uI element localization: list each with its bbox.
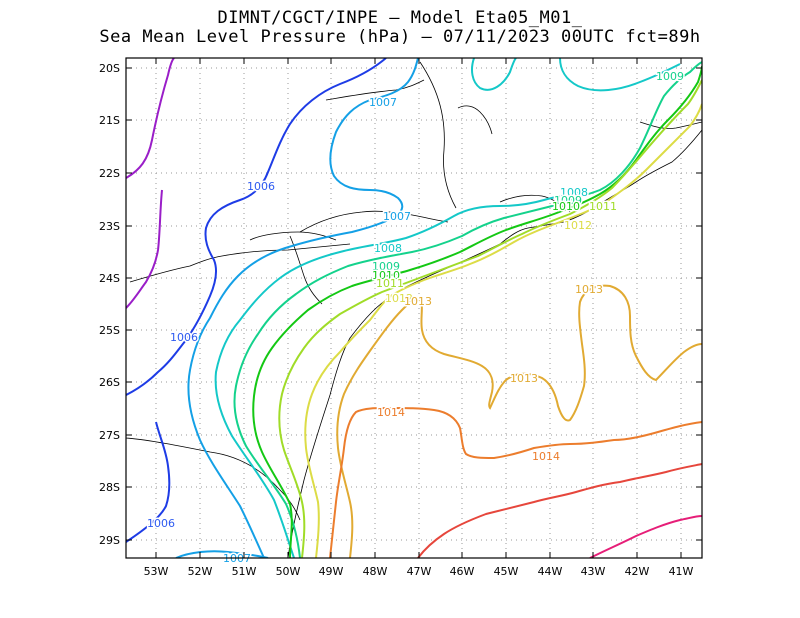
isobar-label: 1013 [575, 283, 603, 296]
isobar-1010 [252, 65, 702, 558]
isobar-1007 [175, 550, 269, 558]
lat-tick-label: 22S [99, 167, 120, 180]
isobar-label: 1006 [170, 331, 198, 344]
isobar-1016 [589, 515, 702, 558]
lat-tick-label: 25S [99, 324, 120, 337]
lon-tick-label: 49W [319, 565, 344, 578]
isobar-1011 [278, 79, 702, 558]
state-border [299, 210, 449, 233]
lon-tick-label: 48W [363, 565, 388, 578]
isobar-1015 [417, 463, 702, 558]
isobar-label: 1008 [560, 186, 588, 199]
lat-tick-label: 24S [99, 272, 120, 285]
isobar-label: 1006 [147, 517, 175, 530]
grid-lines [126, 58, 702, 558]
state-border [126, 437, 301, 521]
state-border [325, 79, 425, 101]
isobar-1005 [126, 58, 387, 396]
lon-tick-label: 45W [494, 565, 519, 578]
isobar-label: 1010 [372, 269, 400, 282]
isobar-label: 1006 [247, 180, 275, 193]
lat-tick-label: 26S [99, 376, 120, 389]
isobar-1008 [214, 191, 583, 558]
isobar-1004b [126, 189, 163, 309]
state-border [457, 105, 493, 135]
lat-tick-label: 21S [99, 114, 120, 127]
lon-tick-label: 46W [450, 565, 475, 578]
isobar-label: 1009 [372, 260, 400, 273]
state-border [419, 61, 457, 209]
lat-tick-label: 29S [99, 534, 120, 547]
isobar-label: 1007 [383, 210, 411, 223]
isobar-1005b [126, 421, 171, 543]
lon-tick-label: 51W [232, 565, 257, 578]
lon-tick-label: 53W [144, 565, 169, 578]
lat-tick-label: 23S [99, 220, 120, 233]
map-frame [125, 57, 703, 559]
isobar-label: 1014 [532, 450, 560, 463]
lon-tick-label: 42W [625, 565, 650, 578]
map-title-line2: Sea Mean Level Pressure (hPa) — 07/11/20… [99, 27, 701, 47]
lat-tick-label: 27S [99, 429, 120, 442]
isobar-1012 [304, 103, 702, 558]
isobar-label: 1013 [404, 295, 432, 308]
lon-tick-label: 52W [188, 565, 213, 578]
isobar-label: 1011 [376, 277, 404, 290]
lon-tick-label: 41W [669, 565, 694, 578]
isobar-label: 1012 [385, 292, 413, 305]
isobar-label: 1008 [374, 242, 402, 255]
isobar-1007a [187, 58, 419, 558]
isobar-1009 [233, 61, 702, 558]
coastline [287, 129, 702, 558]
isobar-label: 1009 [656, 70, 684, 83]
isobar-1008b [471, 58, 517, 91]
isobar-label: 1007 [369, 96, 397, 109]
map-title-line1: DIMNT/CGCT/INPE — Model Eta05_M01_ [217, 8, 583, 28]
state-border [289, 235, 323, 305]
lat-tick-label: 28S [99, 481, 120, 494]
state-border [129, 243, 351, 283]
lon-tick-label: 43W [581, 565, 606, 578]
isobars [126, 58, 702, 558]
isobar-label: 1013 [510, 372, 538, 385]
isobar-1008c [559, 58, 681, 92]
isobar-1014 [329, 407, 702, 558]
lon-tick-label: 50W [276, 565, 301, 578]
isobar-label: 1010 [552, 200, 580, 213]
isobar-labels: 1006100610061007100710071008100810091009… [146, 69, 686, 567]
isobar-label: 1009 [554, 194, 582, 207]
state-border [499, 194, 571, 213]
isobar-label: 1012 [564, 219, 592, 232]
lon-tick-label: 44W [538, 565, 563, 578]
lon-tick-label: 47W [407, 565, 432, 578]
isobar-label: 1014 [377, 406, 405, 419]
axis-ticks: 20S 21S 22S 23S 24S 25S 26S 27S 28S 29S 53W 52W 51W 5… [99, 58, 702, 578]
isobar-1004 [126, 58, 175, 179]
lat-tick-label: 20S [99, 62, 120, 75]
isobar-label: 1011 [589, 200, 617, 213]
isobar-1013 [336, 284, 702, 558]
